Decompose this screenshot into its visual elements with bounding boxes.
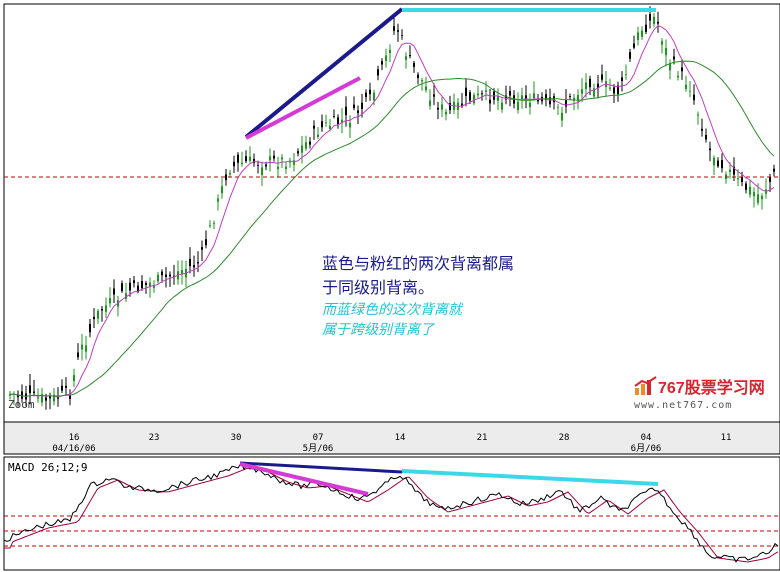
x-tick-label: 04 (641, 433, 652, 443)
trend-line-blue-price (244, 7, 404, 139)
macd-title: MACD 26;12;9 (8, 461, 87, 474)
macd-line (3, 462, 779, 563)
watermark: 767股票学习网 www.net767.com (634, 374, 774, 411)
trend-line-blue-macd (239, 461, 403, 474)
x-tick-label: 16 (69, 433, 80, 443)
x-tick-label: 04/16/06 (52, 444, 95, 454)
annotation-cyan-line1: 而蓝绿色的这次背离就 (322, 302, 462, 318)
watermark-logo: 767股票学习网 (634, 374, 774, 398)
x-tick-label: 6月/06 (631, 443, 662, 454)
x-tick-label: 11 (721, 433, 732, 443)
price-panel (3, 3, 780, 423)
x-tick-label: 23 (149, 433, 160, 443)
trend-line-pink-macd (239, 462, 369, 496)
x-tick-label: 07 (313, 433, 324, 443)
chart-logo-icon (634, 376, 657, 395)
x-tick-label: 21 (477, 433, 488, 443)
macd-panel (3, 456, 780, 571)
annotation-blue: 蓝色与粉红的两次背离都属 于同级别背离。 (322, 252, 514, 300)
annotation-blue-line1: 蓝色与粉红的两次背离都属 (322, 254, 515, 273)
trend-line-cyan-macd (401, 469, 659, 486)
corner-label: Zoom (8, 398, 35, 411)
x-tick-label: 14 (395, 433, 406, 443)
annotation-blue-line2: 于同级别背离。 (322, 278, 435, 297)
macd-signal-line (4, 467, 779, 563)
watermark-url: www.net767.com (634, 400, 733, 411)
ma-long-line (9, 60, 775, 397)
x-tick-label: 5月/06 (303, 443, 334, 454)
watermark-text: 767股票学习网 (658, 380, 765, 397)
x-tick-label: 30 (231, 433, 242, 443)
annotation-cyan: 而蓝绿色的这次背离就 属于跨级别背离了 (322, 300, 462, 340)
ma-short-line (9, 25, 775, 398)
x-tick-label: 28 (559, 433, 570, 443)
annotation-cyan-line2: 属于跨级别背离了 (322, 322, 434, 338)
date-axis-band (3, 421, 780, 455)
trend-line-pink-price (245, 76, 361, 140)
